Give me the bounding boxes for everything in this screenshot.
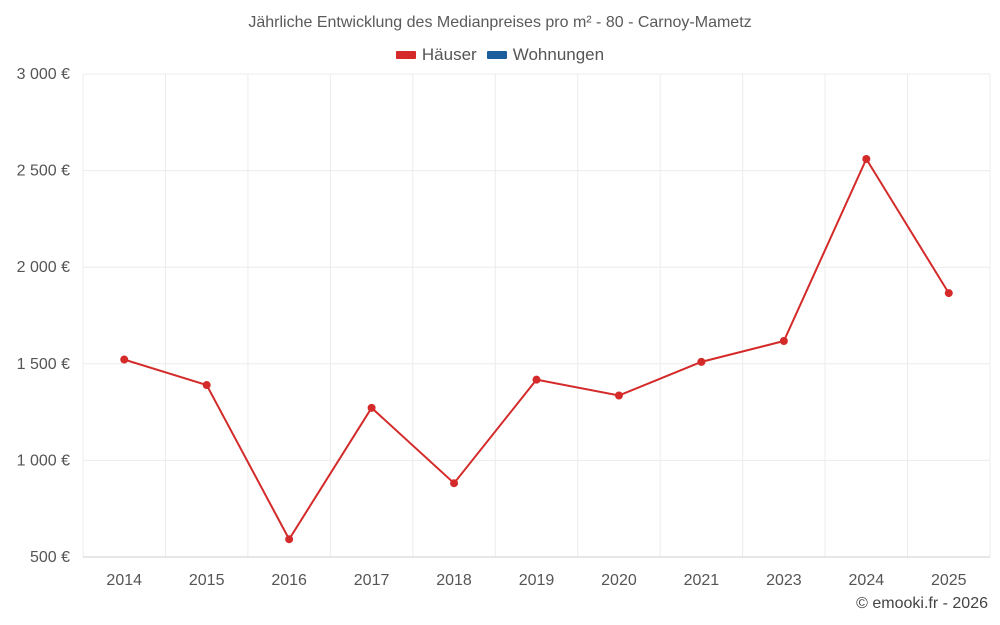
y-tick-label: 2 500 € <box>17 163 70 180</box>
x-tick-label: 2021 <box>684 572 720 589</box>
data-point <box>532 375 541 384</box>
data-point <box>202 381 211 390</box>
legend-swatch-wohnungen <box>486 51 507 59</box>
x-tick-label: 2018 <box>436 572 472 589</box>
chart-title: Jährliche Entwicklung des Medianpreises … <box>248 14 752 31</box>
legend: Häuser Wohnungen <box>0 45 1000 65</box>
legend-item-wohnungen[interactable]: Wohnungen <box>486 45 605 65</box>
data-point <box>779 337 788 346</box>
data-point <box>450 479 459 488</box>
y-tick-label: 1 000 € <box>17 452 70 469</box>
x-tick-label: 2017 <box>354 572 390 589</box>
legend-label-haeuser: Häuser <box>421 45 477 64</box>
data-point <box>614 391 623 400</box>
legend-swatch-haeuser <box>395 51 416 59</box>
x-tick-label: 2014 <box>106 572 142 589</box>
data-point <box>285 535 294 544</box>
x-tick-label: 2024 <box>849 572 885 589</box>
data-point <box>862 155 871 164</box>
data-point <box>120 355 129 364</box>
x-tick-label: 2019 <box>519 572 555 589</box>
y-tick-label: 3 000 € <box>17 66 70 83</box>
legend-item-haeuser[interactable]: Häuser <box>395 45 477 65</box>
data-point <box>367 403 376 412</box>
data-point <box>944 289 953 298</box>
x-tick-label: 2020 <box>601 572 637 589</box>
x-tick-label: 2023 <box>766 572 802 589</box>
x-tick-label: 2016 <box>271 572 307 589</box>
copyright-notice: © emooki.fr - 2026 <box>856 595 988 612</box>
y-tick-label: 1 500 € <box>17 356 70 373</box>
legend-label-wohnungen: Wohnungen <box>512 45 605 64</box>
y-tick-label: 2 000 € <box>17 259 70 276</box>
data-point <box>697 357 706 366</box>
x-tick-label: 2015 <box>189 572 225 589</box>
y-tick-label: 500 € <box>30 549 70 566</box>
x-tick-label: 2025 <box>931 572 967 589</box>
